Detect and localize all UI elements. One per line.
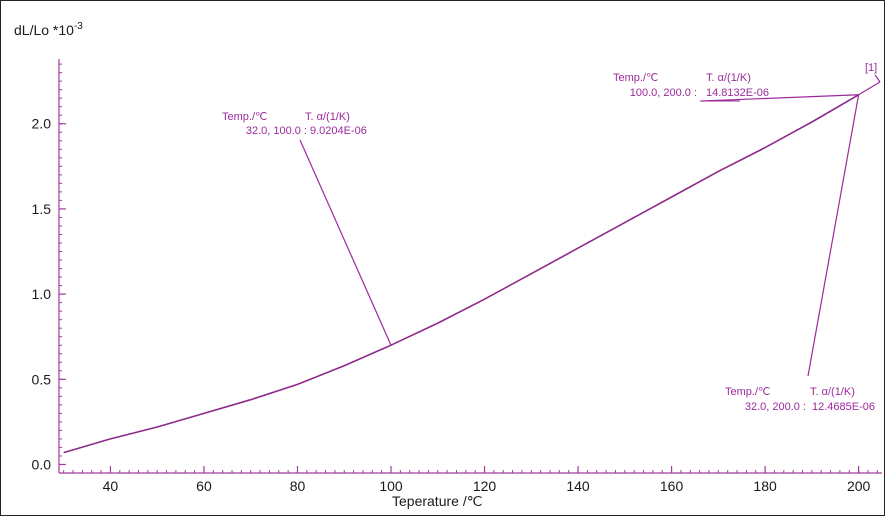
x-tick-label: 200 <box>847 478 871 494</box>
x-tick-label: 140 <box>566 478 590 494</box>
annotation-temp-header: Temp./℃ <box>725 386 770 398</box>
annotation-value: 12.4685E-06 <box>812 401 875 413</box>
end-marker-line <box>858 81 881 96</box>
annotation-3: Temp./℃ T. α/(1/K) 32.0, 200.0 : 12.4685E-0… <box>725 94 875 413</box>
y-tick-label: 1.5 <box>32 201 52 217</box>
y-tick-label: 0.5 <box>32 371 52 387</box>
y-axis-title: dL/Lo *10-3 <box>14 21 83 38</box>
annotation-1: Temp./℃ T. α/(1/K) 32.0, 100.0 :9.0204E-06 <box>222 111 392 346</box>
expansion-curve <box>63 94 860 454</box>
x-tick-label: 100 <box>379 478 403 494</box>
annotation-value: 14.8132E-06 <box>706 87 769 99</box>
annotation-temp-header: Temp./℃ <box>613 72 658 84</box>
annotation-alpha-header: T. α/(1/K) <box>810 386 855 398</box>
annotation-alpha-header: T. α/(1/K) <box>305 111 350 123</box>
x-tick-label: 120 <box>473 478 497 494</box>
x-tick-label: 40 <box>103 478 119 494</box>
x-tick-label: 160 <box>660 478 684 494</box>
annotation-value: 9.0204E-06 <box>310 125 367 137</box>
annotation-leader-line <box>701 94 859 102</box>
x-tick-label: 180 <box>753 478 777 494</box>
annotation-range: 32.0, 100.0 : <box>246 125 307 137</box>
end-marker-label: [1] <box>865 62 877 74</box>
annotation-range: 32.0, 200.0 : <box>745 401 806 413</box>
y-tick-label: 0.0 <box>32 456 52 472</box>
annotation-temp-header: Temp./℃ <box>222 111 267 123</box>
x-tick-label: 60 <box>196 478 212 494</box>
y-tick-label: 1.0 <box>32 286 52 302</box>
end-marker-line <box>874 74 881 83</box>
x-axis-title: Teperature /℃ <box>392 493 482 509</box>
annotation-alpha-header: T. α/(1/K) <box>706 72 751 84</box>
annotation-range: 100.0, 200.0 : <box>630 87 697 99</box>
y-axis-title-exponent: -3 <box>74 21 83 32</box>
annotation-leader-line <box>299 139 392 346</box>
annotation-2: Temp./℃ T. α/(1/K) 100.0, 200.0 : 14.8132E-… <box>613 72 859 102</box>
y-tick-label: 2.0 <box>32 116 52 132</box>
x-tick-label: 80 <box>290 478 306 494</box>
annotation-leader-line <box>807 94 860 377</box>
